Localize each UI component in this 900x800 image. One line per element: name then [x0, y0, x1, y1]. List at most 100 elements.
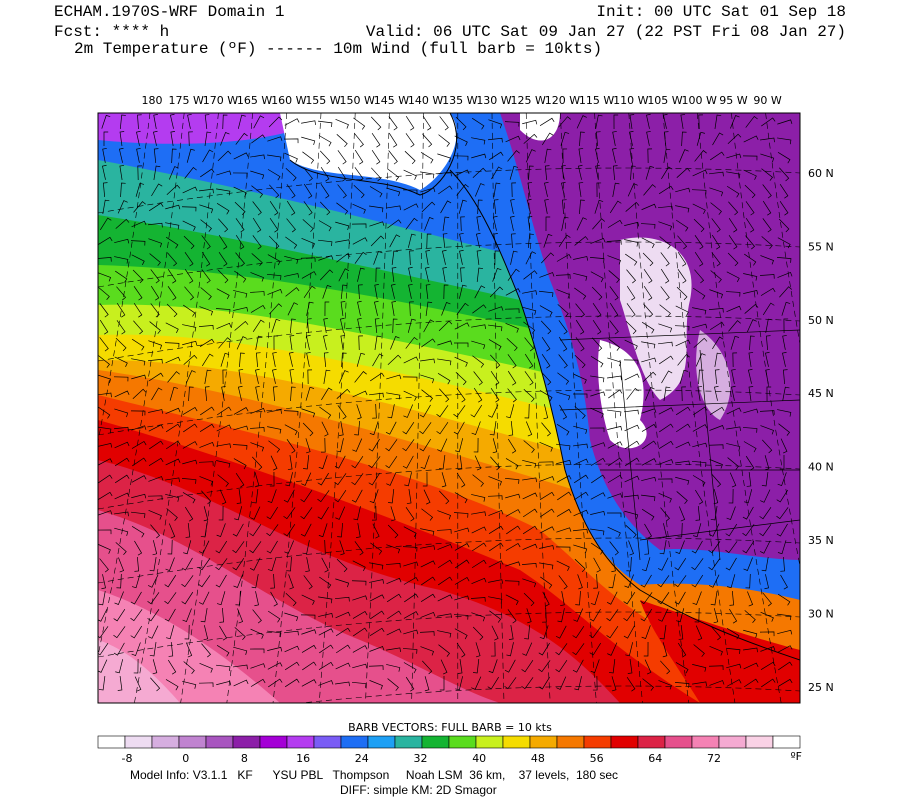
colorbar-label: 16 — [296, 752, 310, 765]
wind-barb — [691, 558, 704, 571]
wind-barb — [539, 305, 553, 317]
colorbar-swatch — [259, 735, 288, 749]
wind-barb — [624, 475, 640, 483]
wind-barb — [252, 217, 262, 233]
wind-barb — [98, 236, 113, 245]
wind-barb — [696, 131, 706, 146]
wind-barb — [250, 663, 266, 669]
wind-barb — [115, 337, 127, 352]
wind-barb — [747, 591, 754, 607]
wind-barb — [220, 132, 230, 146]
wind-barb — [594, 199, 604, 214]
wind-barb — [250, 506, 261, 520]
wind-barb — [745, 235, 756, 250]
wind-barb — [169, 113, 175, 129]
wind-barb — [335, 118, 349, 129]
wind-barb — [182, 406, 198, 415]
wind-barb — [235, 218, 245, 233]
wind-barb — [369, 680, 383, 690]
wind-barb — [528, 165, 534, 181]
wind-barb — [748, 352, 754, 367]
wind-barb — [677, 522, 683, 538]
wind-barb — [692, 442, 708, 448]
wind-barb — [728, 217, 738, 233]
wind-barb — [386, 374, 402, 380]
wind-barb — [487, 495, 503, 500]
wind-barb — [420, 455, 430, 470]
wind-barb — [113, 376, 129, 382]
longitude-label: 130 W — [476, 94, 511, 107]
wind-barb — [612, 130, 617, 146]
wind-barb — [492, 267, 502, 282]
wind-barb — [358, 335, 363, 351]
wind-barb — [574, 406, 586, 420]
wind-barb — [574, 558, 586, 573]
wind-barb — [507, 438, 517, 454]
wind-barb — [541, 337, 551, 352]
wind-barb — [148, 372, 164, 382]
wind-barb — [217, 269, 229, 284]
wind-barb — [153, 114, 158, 129]
wind-barb — [286, 184, 296, 199]
wind-barb — [116, 573, 122, 589]
wind-barb — [402, 376, 418, 382]
wind-barb — [641, 408, 657, 414]
wind-barb — [420, 576, 436, 586]
wind-barb — [625, 253, 638, 266]
wind-barb — [589, 608, 601, 622]
wind-barb — [645, 387, 655, 401]
wind-barb — [98, 374, 112, 384]
wind-barb — [555, 625, 567, 639]
wind-barb — [134, 540, 143, 556]
wind-barb — [272, 386, 278, 402]
wind-barb — [644, 523, 653, 539]
wind-barb — [306, 351, 311, 367]
wind-barb — [608, 574, 616, 589]
wind-barb — [609, 200, 622, 214]
footer-line: DIFF: simple KM: 2D Smagor — [340, 783, 497, 797]
wind-barb — [608, 338, 620, 351]
colorbar-swatch — [286, 735, 315, 749]
wind-barb — [335, 611, 351, 619]
wind-barb — [250, 442, 265, 452]
wind-barb — [608, 389, 623, 399]
wind-barb — [131, 425, 147, 431]
wind-barb — [321, 421, 329, 437]
wind-barb — [165, 557, 175, 571]
wind-barb — [385, 439, 398, 452]
wind-barb — [558, 234, 571, 248]
wind-barb — [166, 625, 175, 640]
header-line: Init: 00 UTC Sat 01 Sep 18 — [596, 3, 846, 21]
wind-barb — [357, 267, 365, 282]
wind-barb — [437, 630, 452, 638]
wind-barb — [336, 253, 351, 263]
wind-barb — [623, 609, 636, 622]
wind-barb — [113, 626, 126, 639]
wind-barb — [268, 440, 281, 453]
wind-barb — [255, 385, 260, 401]
wind-barb — [203, 506, 209, 522]
wind-barb — [675, 476, 690, 485]
wind-barb — [335, 578, 350, 588]
wind-barb — [590, 528, 605, 536]
wind-barb — [760, 661, 776, 670]
wind-barb — [337, 150, 347, 165]
wind-barb — [133, 302, 143, 318]
wind-barb — [402, 648, 418, 654]
wind-barb — [201, 490, 212, 505]
wind-barb — [103, 131, 109, 146]
wind-barb — [680, 114, 686, 129]
wind-barb — [493, 182, 501, 197]
wind-barb — [590, 591, 600, 606]
parallel — [98, 537, 800, 584]
wind-barb — [387, 168, 400, 181]
wind-barb — [335, 596, 350, 602]
wind-barb — [592, 218, 606, 230]
wind-barb — [642, 252, 654, 267]
longitude-label: 145 W — [374, 94, 409, 107]
wind-barb — [369, 221, 385, 227]
wind-barb — [562, 148, 568, 164]
wind-barb — [216, 322, 232, 329]
wind-barb — [659, 540, 667, 555]
colorbar-swatch — [718, 735, 747, 749]
